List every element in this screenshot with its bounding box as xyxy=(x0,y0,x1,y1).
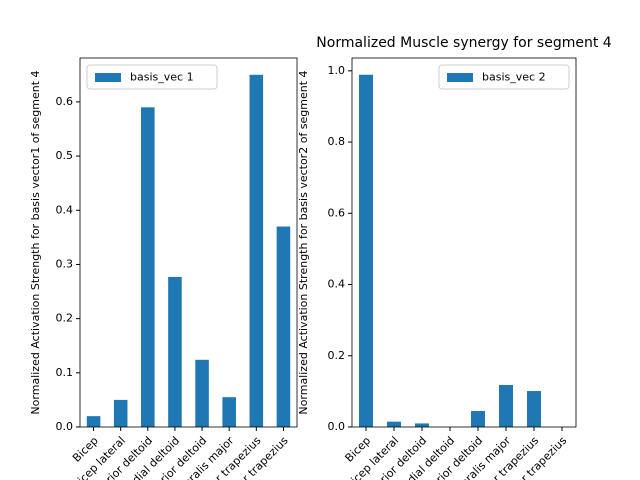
y-tick-label: 1.0 xyxy=(328,64,346,77)
legend-label: basis_vec 1 xyxy=(130,71,194,84)
bar xyxy=(168,276,182,427)
bar xyxy=(387,421,401,427)
bar xyxy=(499,384,513,427)
y-tick-label: 0.1 xyxy=(56,366,74,379)
bar xyxy=(222,397,236,427)
y-tick-label: 0.4 xyxy=(56,203,74,216)
legend-box xyxy=(438,64,570,90)
axes-frame xyxy=(79,57,298,428)
bar xyxy=(113,399,128,427)
bar xyxy=(249,74,264,427)
bar xyxy=(86,416,101,427)
chart-title: Normalized Muscle synergy for segment 4 xyxy=(316,35,611,51)
bar xyxy=(195,359,209,427)
y-tick-label: 0.2 xyxy=(56,312,74,325)
bar xyxy=(527,391,541,427)
y-axis-label: Normalized Activation Strength for basis… xyxy=(29,70,42,414)
y-tick-label: 0.3 xyxy=(56,257,74,270)
y-tick-label: 0.6 xyxy=(56,95,74,108)
legend-swatch xyxy=(95,73,121,82)
bar xyxy=(471,410,485,427)
y-axis-label: Normalized Activation Strength for basis… xyxy=(297,70,310,414)
legend-box xyxy=(86,64,218,90)
bar xyxy=(415,423,429,427)
legend-label: basis_vec 2 xyxy=(482,71,546,84)
bar xyxy=(359,74,373,427)
legend-swatch xyxy=(447,73,473,82)
y-tick-label: 0.0 xyxy=(328,420,346,433)
y-tick-label: 0.4 xyxy=(328,278,346,291)
axes-frame xyxy=(351,57,577,428)
y-tick-label: 0.0 xyxy=(56,420,74,433)
y-tick-label: 0.8 xyxy=(328,135,346,148)
y-tick-label: 0.6 xyxy=(328,206,346,219)
y-tick-label: 0.2 xyxy=(328,349,346,362)
bar xyxy=(141,107,155,427)
y-tick-label: 0.5 xyxy=(56,149,74,162)
bar xyxy=(276,226,291,427)
